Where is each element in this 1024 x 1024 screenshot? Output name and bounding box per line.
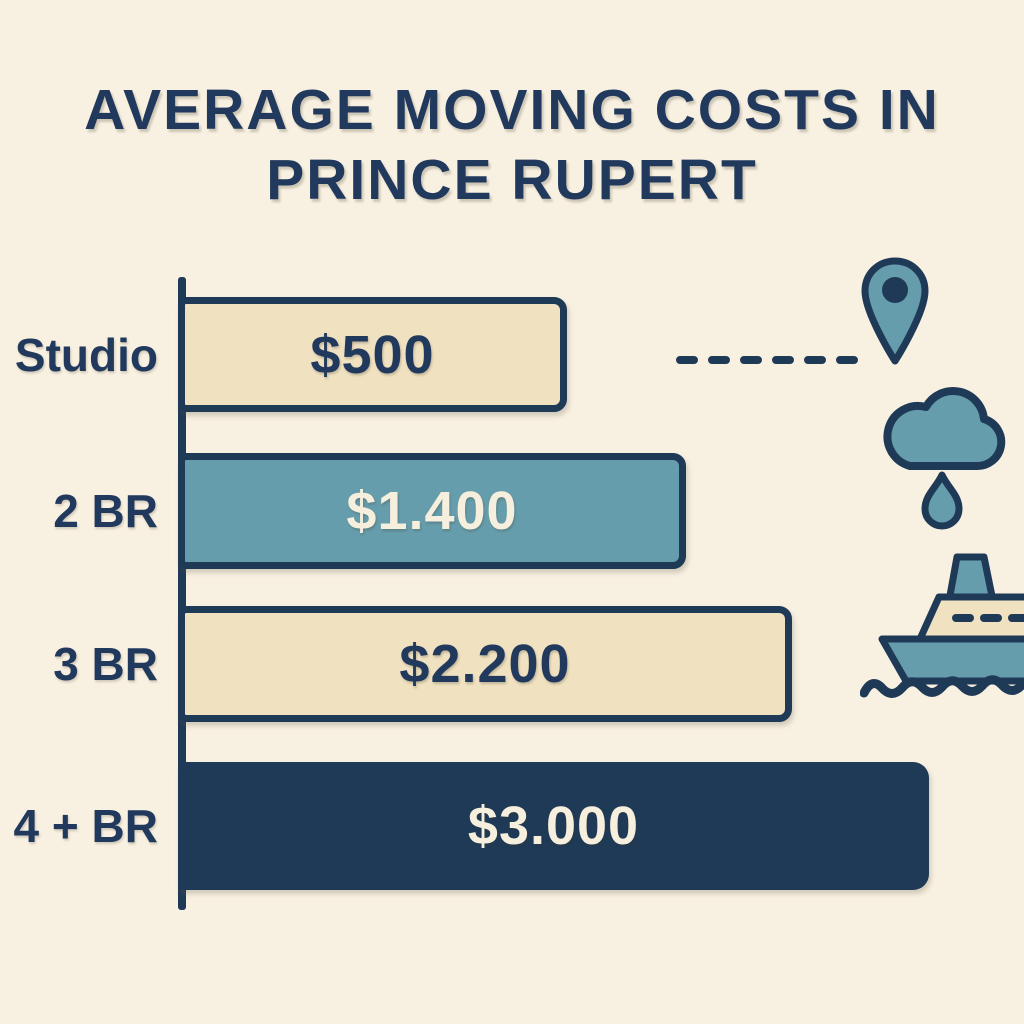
- bar: $500: [178, 297, 567, 412]
- page-title-line-1: AVERAGE MOVING COSTS IN: [84, 78, 940, 142]
- bar-value: $500: [310, 324, 435, 385]
- bar: $3.000: [178, 762, 929, 890]
- bar-label-3br: 3 BR: [53, 638, 158, 690]
- ship-hull: [878, 635, 1024, 685]
- location-pin-icon: [861, 257, 929, 365]
- bar-label-studio: Studio: [14, 328, 158, 381]
- page-title: AVERAGE MOVING COSTS IN PRINCE RUPERT: [0, 76, 1024, 215]
- category-axis-line: [178, 277, 186, 910]
- bar-row: 3 BR $2.200: [0, 606, 1024, 722]
- bar-label-2br: 2 BR: [53, 485, 158, 537]
- rain-cloud-icon: [883, 386, 1006, 471]
- ship-icon: [860, 553, 1024, 698]
- bar-row: Studio $500: [0, 297, 1024, 412]
- raindrop-icon: [921, 471, 963, 530]
- bar: $1.400: [178, 453, 686, 569]
- bar-row: 2 BR $1.400: [0, 453, 1024, 569]
- bar-value: $1.400: [346, 481, 518, 541]
- ship-wave: [860, 675, 1024, 698]
- bar: $2.200: [178, 606, 792, 722]
- page-title-line-2: PRINCE RUPERT: [266, 147, 758, 212]
- bar-label-4plus-br: 4 + BR: [13, 800, 158, 852]
- bar-row: 4 + BR $3.000: [0, 762, 1024, 890]
- bar-value: $3.000: [467, 796, 640, 856]
- bar-value: $2.200: [399, 634, 571, 694]
- dashed-route-line-icon: [676, 356, 872, 364]
